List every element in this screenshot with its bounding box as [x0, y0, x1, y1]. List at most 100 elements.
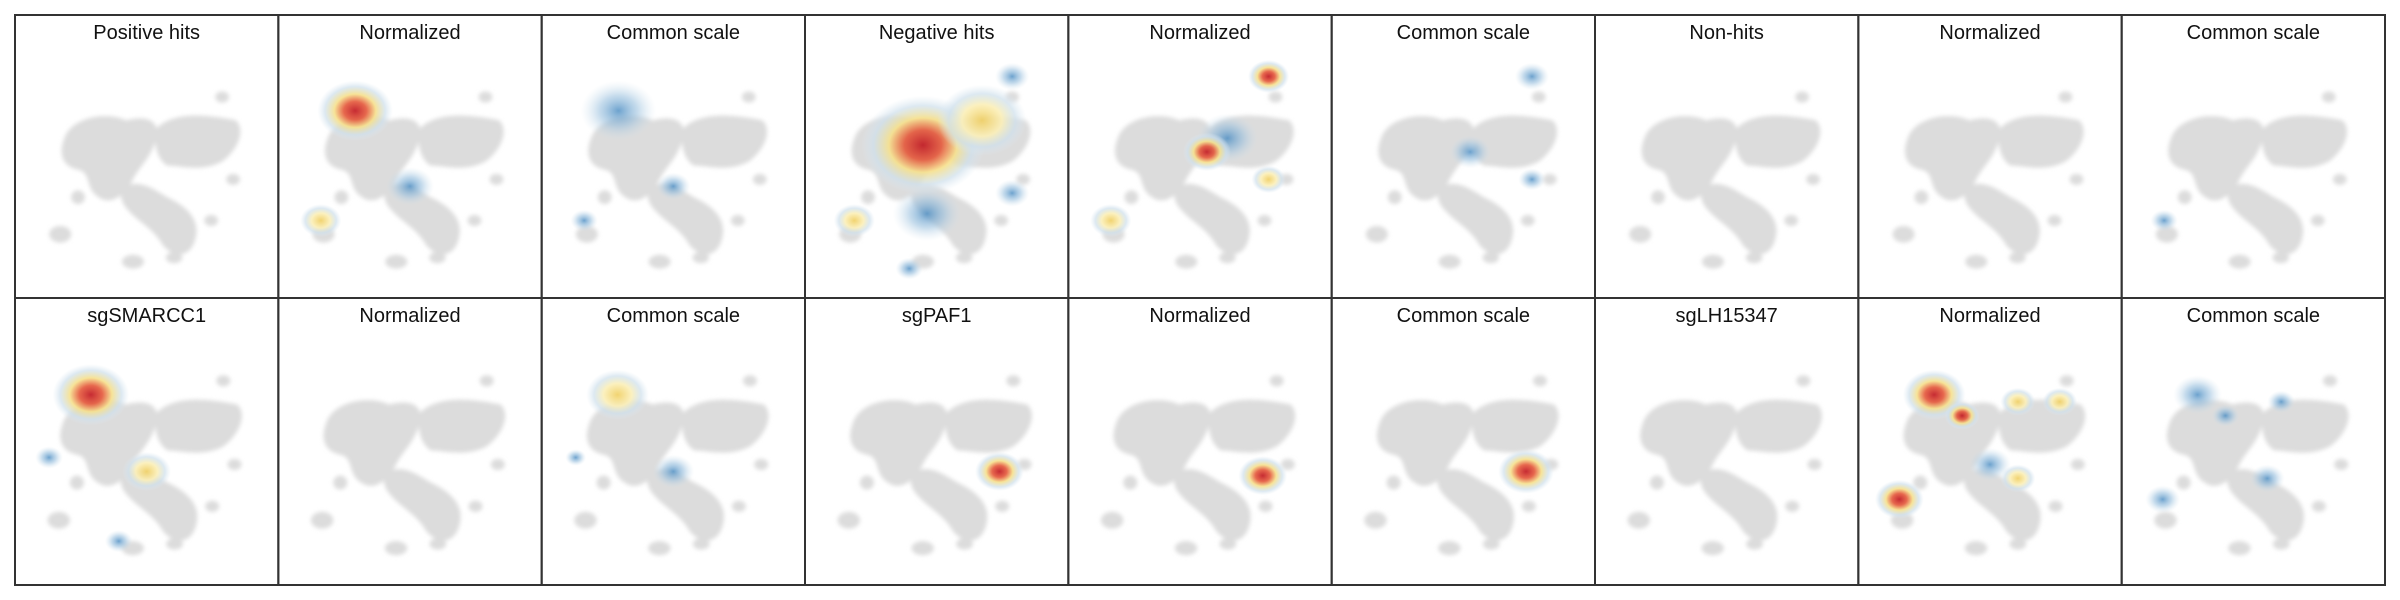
- umap-background: [1629, 92, 1820, 269]
- density-hotspot: [1251, 165, 1286, 194]
- plot-area: [2150, 92, 2347, 269]
- panel: Non-hits: [1594, 14, 1860, 299]
- density-hotspot: [2150, 209, 2178, 232]
- panel-title: sgLH15347: [1676, 305, 1778, 327]
- density-hotspot: [1514, 62, 1550, 91]
- panel-title: sgPAF1: [902, 305, 972, 327]
- density-hotspot: [1518, 168, 1546, 191]
- panel-title: Positive hits: [93, 22, 200, 44]
- plot-area: [1874, 369, 2085, 555]
- panel: Common scale: [1330, 297, 1596, 586]
- panel: Common scale: [2120, 14, 2387, 299]
- plot-area: [2145, 375, 2348, 555]
- density-hotspot: [652, 454, 695, 489]
- panel: sgPAF1: [804, 297, 1070, 586]
- panel-title: Common scale: [2187, 22, 2320, 44]
- density-hotspot: [2249, 464, 2285, 493]
- density-hotspot: [892, 186, 962, 242]
- panel: Common scale: [1330, 14, 1596, 299]
- panel: Common scale: [540, 14, 807, 299]
- density-hotspot: [2211, 404, 2240, 427]
- plot-area: [1628, 375, 1822, 555]
- density-hotspot: [1248, 59, 1290, 93]
- umap-background: [49, 92, 240, 269]
- plot-area: [838, 375, 1032, 555]
- panel: sgSMARCC1: [14, 297, 280, 586]
- panel-title: Common scale: [607, 22, 740, 44]
- umap-background: [2156, 92, 2347, 269]
- panel: Common scale: [540, 297, 807, 586]
- density-hotspot: [317, 80, 393, 141]
- panel-title: Common scale: [2187, 305, 2320, 327]
- plot-area: [300, 80, 503, 269]
- panel-title: Common scale: [607, 305, 740, 327]
- umap-background: [311, 375, 505, 555]
- density-hotspot: [994, 179, 1030, 207]
- density-hotspot: [2267, 390, 2296, 413]
- density-hotspot: [565, 449, 587, 466]
- panel-title: Common scale: [1397, 22, 1530, 44]
- plot-area: [1101, 375, 1295, 555]
- panel-title: Normalized: [359, 305, 460, 327]
- density-hotspot: [937, 84, 1027, 157]
- panel: Positive hits: [14, 14, 280, 299]
- panel-title: Normalized: [1939, 22, 2040, 44]
- panel: Common scale: [2120, 297, 2387, 586]
- density-hotspot: [570, 209, 598, 232]
- density-hotspot: [2145, 485, 2181, 514]
- plot-area: [311, 375, 505, 555]
- panel-title: sgSMARCC1: [87, 305, 206, 327]
- panel: sgLH15347: [1594, 297, 1860, 586]
- panel: Negative hits: [804, 14, 1070, 299]
- panel-title: Normalized: [359, 22, 460, 44]
- plot-area: [570, 80, 767, 269]
- density-hotspot: [52, 364, 130, 426]
- panel-title: Normalized: [1149, 305, 1250, 327]
- density-hotspot: [656, 172, 691, 200]
- density-hotspot: [580, 80, 657, 141]
- panel: Normalized: [1857, 297, 2123, 586]
- density-hotspot: [2042, 387, 2078, 416]
- plot-area: [1090, 59, 1293, 269]
- density-hotspot: [1090, 204, 1132, 237]
- density-hotspot: [975, 451, 1024, 491]
- plot-area: [49, 92, 240, 269]
- plot-area: [1893, 92, 2084, 269]
- plot-area: [35, 364, 242, 555]
- panel-border: [2120, 297, 2387, 586]
- panel: Normalized: [1067, 297, 1333, 586]
- panel-title: Non-hits: [1689, 22, 1763, 44]
- density-hotspot: [833, 204, 875, 237]
- density-hotspot: [994, 62, 1030, 91]
- plot-area: [1364, 375, 1558, 555]
- density-hotspot: [2000, 464, 2036, 493]
- density-hotspot: [1449, 135, 1491, 169]
- density-hotspot: [1182, 132, 1231, 172]
- panel-title: Normalized: [1149, 22, 1250, 44]
- density-hotspot: [895, 257, 923, 280]
- panel-title: Common scale: [1397, 305, 1530, 327]
- density-hotspot: [300, 204, 342, 237]
- umap-background: [1893, 92, 2084, 269]
- density-hotspot: [35, 446, 64, 469]
- panel: Normalized: [1857, 14, 2123, 299]
- panel: Normalized: [1067, 14, 1333, 299]
- density-hotspot: [2000, 387, 2036, 416]
- plot-area: [1366, 62, 1557, 269]
- density-hotspot: [586, 369, 649, 420]
- density-hotspot: [2173, 375, 2222, 415]
- panel: Normalized: [277, 14, 543, 299]
- density-hotspot: [1944, 401, 1980, 430]
- density-hotspot: [122, 451, 172, 491]
- density-hotspot: [1969, 447, 2011, 482]
- density-hotspot: [1498, 449, 1554, 494]
- umap-background: [1628, 375, 1822, 555]
- density-hotspot: [385, 167, 435, 206]
- plot-area: [565, 369, 768, 555]
- density-hotspot: [104, 530, 133, 553]
- density-hotspot: [1238, 456, 1288, 496]
- panel: Normalized: [277, 297, 543, 586]
- panel-title: Negative hits: [879, 22, 995, 44]
- plot-area: [833, 62, 1031, 280]
